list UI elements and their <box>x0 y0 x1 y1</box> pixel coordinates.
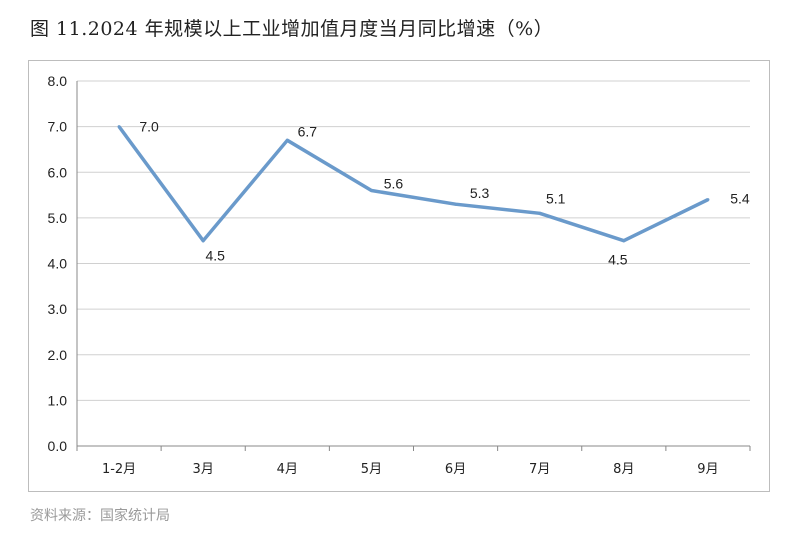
data-point <box>369 189 373 192</box>
y-tick-label: 6.0 <box>48 164 68 180</box>
x-tick-label: 5月 <box>361 462 382 477</box>
series-line <box>117 125 709 243</box>
data-point <box>285 138 289 142</box>
data-point <box>538 211 542 215</box>
x-tick-label: 1-2月 <box>102 462 136 477</box>
source-note: 资料来源：国家统计局 <box>30 508 170 524</box>
y-tick-label: 8.0 <box>48 73 68 89</box>
data-label: 4.5 <box>608 252 628 268</box>
data-label: 5.6 <box>384 176 404 192</box>
data-label: 5.1 <box>546 190 566 206</box>
y-tick-label: 0.0 <box>48 438 68 454</box>
data-point <box>117 125 121 129</box>
data-label: 6.7 <box>298 123 318 139</box>
y-tick-label: 3.0 <box>48 301 68 317</box>
x-tick-label: 6月 <box>445 462 466 477</box>
data-point <box>454 202 458 206</box>
data-label: 5.3 <box>470 185 490 201</box>
x-tick-label: 8月 <box>613 462 634 477</box>
y-tick-label: 2.0 <box>48 347 68 363</box>
y-tick-label: 4.0 <box>48 256 68 272</box>
chart-frame <box>28 60 770 492</box>
data-label: 4.5 <box>205 248 225 264</box>
data-point <box>706 198 710 202</box>
x-tick-label: 4月 <box>277 462 298 477</box>
y-tick-label: 1.0 <box>48 392 68 408</box>
x-tick-label: 3月 <box>193 462 214 477</box>
data-label: 7.0 <box>139 119 159 135</box>
x-tick-label: 9月 <box>697 462 718 477</box>
x-tick-label: 7月 <box>529 462 550 477</box>
data-label: 5.4 <box>730 191 750 207</box>
y-tick-label: 5.0 <box>48 210 68 226</box>
data-point <box>201 239 205 243</box>
y-tick-label: 7.0 <box>48 119 68 135</box>
data-point <box>622 239 626 243</box>
chart-title: 图 11.2024 年规模以上工业增加值月度当月同比增速（%） <box>30 18 554 40</box>
